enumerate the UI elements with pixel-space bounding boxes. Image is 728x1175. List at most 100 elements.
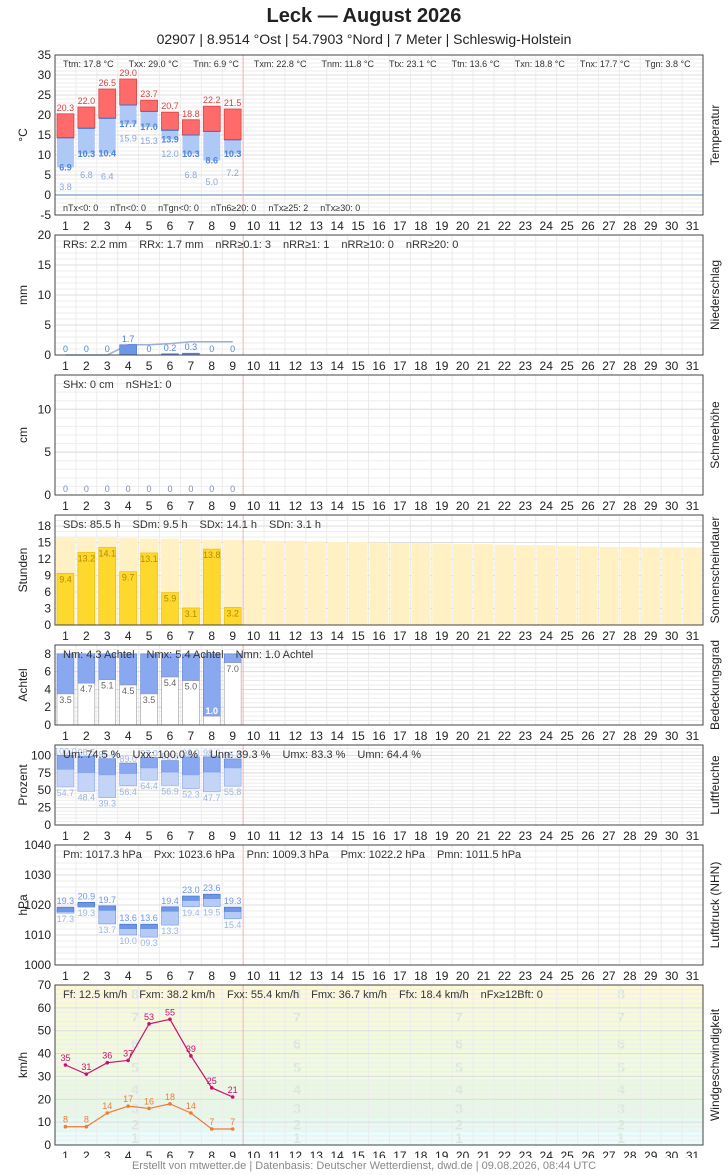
pressure-lower-bar (119, 928, 137, 936)
humidity-max-label: 92.6 (161, 752, 179, 762)
possible-sunshine-bar (327, 541, 347, 625)
x-tick-label: 6 (167, 1149, 174, 1158)
possible-sunshine-bar (306, 541, 326, 625)
beaufort-label: 6 (293, 1035, 301, 1051)
x-tick-label: 21 (477, 729, 491, 743)
humidity-max-label: 95.3 (98, 750, 116, 760)
tmin-label: 6.9 (59, 162, 72, 172)
x-tick-label: 24 (540, 969, 554, 983)
x-tick-label: 24 (540, 219, 554, 233)
x-tick-label: 5 (146, 629, 153, 643)
pressure-lower-bar (140, 928, 158, 938)
lower-temp-bar (119, 105, 137, 125)
humidity-min-label: 52.3 (182, 790, 200, 800)
x-tick-label: 23 (519, 829, 533, 843)
pressure-upper-bar (161, 906, 179, 912)
x-tick-label: 25 (560, 969, 574, 983)
sunshine-label: 9.4 (59, 574, 72, 584)
cloud-label: 4.7 (80, 684, 93, 694)
tground-label: 15.3 (140, 136, 158, 146)
pressure-max-label: 19.3 (224, 896, 242, 906)
x-tick-label: 14 (331, 359, 345, 373)
tmax-label: 22.2 (203, 95, 221, 105)
lower-temp-bar (224, 139, 242, 154)
wind-point (126, 1058, 130, 1063)
y-axis-label: mm (16, 285, 30, 305)
humidity-lower-bar (119, 773, 137, 787)
x-tick-label: 26 (581, 359, 595, 373)
x-tick-label: 29 (644, 729, 658, 743)
wind-frame (54, 984, 704, 1146)
wind-point (230, 1127, 235, 1131)
possible-sunshine-bar (662, 548, 682, 625)
x-tick-label: 9 (229, 219, 236, 233)
x-tick-label: 11 (268, 629, 281, 643)
temp-frame (54, 54, 704, 216)
wind-label: 14 (102, 1101, 112, 1111)
x-tick-label: 12 (289, 729, 303, 743)
cloud-label: 5.4 (164, 678, 177, 688)
pressure-min-label: 13.7 (98, 925, 116, 935)
tmin-label: 13.9 (161, 134, 179, 144)
stat-label: nRR≥1: 1 (283, 239, 329, 251)
stat-label: Ttn: 13.6 °C (452, 59, 501, 69)
beaufort-label: 2 (293, 1116, 301, 1132)
y-tick-label: 15 (38, 128, 52, 142)
x-tick-label: 15 (351, 219, 365, 233)
x-tick-label: 31 (686, 359, 700, 373)
beaufort-band (55, 1117, 703, 1132)
humidity-max-label: 98.0 (203, 748, 221, 758)
humidity-max-label: 95.0 (224, 750, 242, 760)
x-tick-label: 9 (229, 359, 236, 373)
x-tick-label: 31 (686, 499, 700, 513)
x-tick-label: 18 (414, 1149, 428, 1158)
pressure-upper-bar (56, 906, 75, 912)
upper-temp-bar (182, 119, 200, 136)
y-tick-label: 100 (31, 748, 51, 762)
y-axis-label: Stunden (16, 548, 30, 593)
x-tick-label: 24 (540, 829, 554, 843)
y-tick-label: 8 (44, 647, 51, 661)
x-tick-label: 7 (188, 969, 195, 983)
x-tick-label: 13 (310, 359, 324, 373)
y-tick-label: 1030 (24, 868, 51, 882)
stat-label: SHx: 0 cm (63, 379, 114, 391)
x-tick-label: 19 (435, 359, 449, 373)
x-tick-label: 18 (414, 499, 428, 513)
tmax-label: 20.7 (161, 101, 179, 111)
x-tick-label: 17 (393, 629, 407, 643)
humidity-max-label: 98.0 (182, 748, 200, 758)
y-axis-label: km/h (16, 1052, 30, 1078)
tmin-label: 10.3 (78, 149, 96, 159)
x-tick-label: 25 (560, 829, 574, 843)
sunshine-label: 9.7 (122, 573, 135, 583)
x-tick-label: 17 (393, 1149, 407, 1158)
x-tick-label: 25 (560, 359, 574, 373)
x-tick-label: 7 (188, 729, 195, 743)
x-tick-label: 17 (393, 969, 407, 983)
upper-temp-bar (98, 88, 117, 119)
pressure-upper-bar (203, 893, 221, 900)
x-tick-label: 28 (623, 629, 637, 643)
wind-label: 14 (186, 1101, 196, 1111)
y-tick-label: 40 (38, 1047, 52, 1061)
x-tick-label: 30 (665, 359, 679, 373)
stat-label: Nmn: 1.0 Achtel (236, 649, 314, 661)
x-tick-label: 28 (623, 499, 637, 513)
x-tick-label: 8 (208, 219, 215, 233)
x-tick-label: 16 (372, 729, 386, 743)
possible-sunshine-bar (557, 545, 577, 625)
pressure-max-label: 19.4 (161, 896, 179, 906)
x-tick-label: 7 (188, 829, 195, 843)
pressure-max-label: 23.0 (182, 885, 200, 895)
x-tick-label: 11 (268, 359, 281, 373)
pressure-max-label: 19.3 (57, 896, 75, 906)
wind-point (209, 1086, 214, 1090)
x-tick-label: 21 (477, 219, 491, 233)
x-tick-label: 21 (477, 359, 491, 373)
pressure-lower-bar (161, 910, 179, 926)
x-tick-label: 14 (331, 829, 345, 843)
wind-label: 16 (144, 1096, 154, 1106)
